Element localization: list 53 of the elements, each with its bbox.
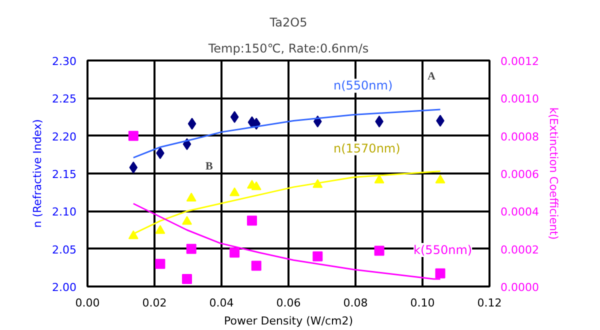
x-tick-label: 0.08 [343,296,368,310]
y2-axis-title: k(Extinction Coefficient) [546,107,560,240]
point [230,111,239,123]
y2-tick-label: 0.0006 [500,168,539,181]
point [186,192,196,202]
y-tick-label: 2.10 [52,206,77,219]
annotation: A [428,70,436,82]
point [155,225,166,234]
y-tick-label: 2.00 [52,281,77,294]
point [188,118,196,130]
y2-tick-label: 0.0004 [500,206,539,219]
chart-subtitle: Temp:150℃, Rate:0.6nm/s [207,42,369,56]
x-tick-label: 0.00 [75,296,100,310]
point [128,230,138,240]
point [128,130,138,141]
y-tick-label: 2.30 [52,55,77,68]
point [182,274,192,284]
y2-tick-label: 0.0012 [500,55,539,68]
y2-tick-label: 0.0010 [500,92,539,106]
y-tick-label: 2.20 [52,130,77,144]
point [374,246,384,256]
point [251,260,262,271]
point [129,161,138,174]
y2-tick-label: 0.0002 [500,243,539,256]
point [230,248,240,258]
y-tick-label: 2.25 [52,92,77,106]
point [435,174,446,184]
point [246,216,257,226]
line-series [132,108,442,158]
y-tick-label: 2.15 [52,168,77,181]
y2-tick-label: 0.0000 [500,281,539,294]
series-label: k(550nm) [414,242,472,257]
series-label: n(1570nm) [333,141,400,156]
x-tick-label: 0.02 [142,296,167,310]
x-tick-label: 0.06 [276,296,301,310]
point [435,268,446,278]
y-tick-label: 2.05 [52,243,77,256]
point [374,174,384,184]
x-tick-label: 0.04 [209,296,234,310]
annotation: B [206,160,214,172]
series-label: n(550nm) [333,78,393,93]
point [230,187,240,196]
point [251,181,262,190]
chart-title: Ta2O5 [268,16,308,30]
point [155,258,166,269]
point [182,216,192,225]
point [186,244,196,254]
x-tick-label: 0.12 [477,296,502,310]
point [312,251,323,262]
y-axis-title: n (Refractive Index) [31,119,44,228]
x-axis-title: Power Density (W/cm2) [224,314,353,328]
x-tick-label: 0.10 [410,296,435,310]
y2-tick-label: 0.0008 [500,130,539,144]
